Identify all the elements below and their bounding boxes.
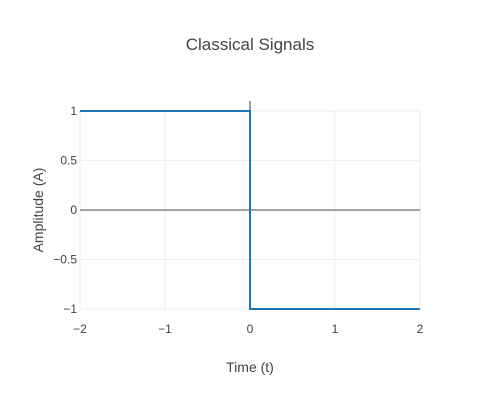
y-tick-label: 0 [70, 203, 77, 217]
series-line [80, 110, 420, 310]
y-tick-label: 1 [70, 104, 77, 118]
x-axis-title: Time (t) [226, 359, 274, 375]
x-tick-label: 2 [417, 322, 424, 336]
x-axis-ticks: −2 −1 0 1 2 [73, 322, 424, 336]
series-group [80, 110, 420, 310]
x-tick-label: 1 [332, 322, 339, 336]
y-axis-title: Amplitude (A) [30, 168, 46, 253]
y-tick-label: −1 [63, 302, 77, 316]
chart-title: Classical Signals [186, 35, 315, 54]
y-axis-ticks: 1 0.5 0 −0.5 −1 [53, 104, 77, 316]
x-tick-label: −2 [73, 322, 87, 336]
x-tick-label: −1 [158, 322, 172, 336]
y-tick-label: −0.5 [53, 253, 77, 267]
y-tick-label: 0.5 [60, 154, 77, 168]
x-tick-label: 0 [247, 322, 254, 336]
